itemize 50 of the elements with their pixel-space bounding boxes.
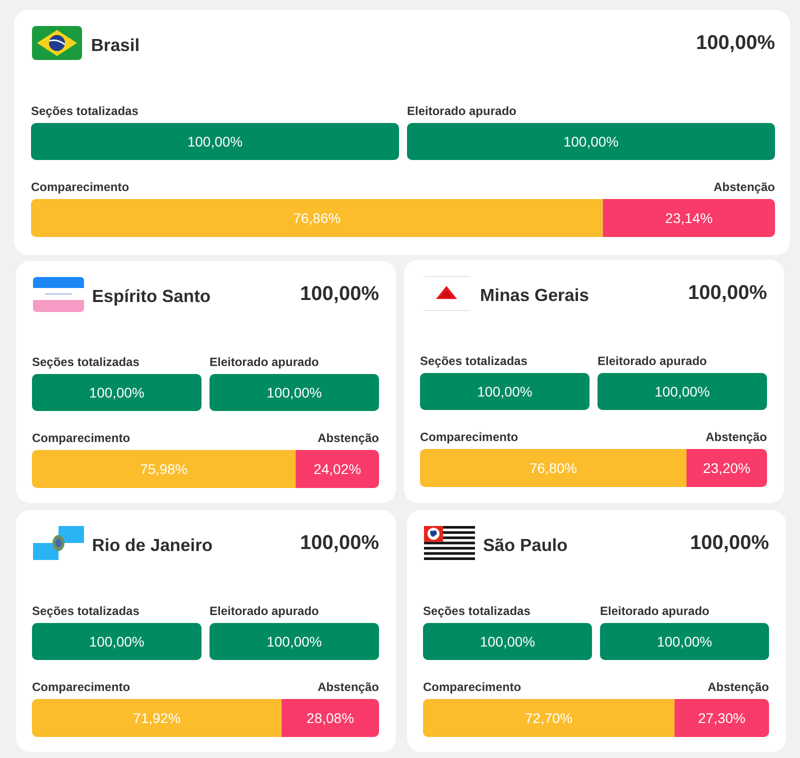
y-tick-label: Eleitorado apurado bbox=[598, 354, 707, 368]
data-label: 76,86% bbox=[293, 210, 341, 226]
y-tick-label: Eleitorado apurado bbox=[407, 104, 516, 118]
y-tick-label: Seções totalizadas bbox=[31, 104, 139, 118]
data-label: 76,80% bbox=[530, 460, 577, 476]
data-label: 75,98% bbox=[140, 461, 188, 477]
y-tick-label: Seções totalizadas bbox=[32, 604, 140, 618]
data-label: 100,00% bbox=[654, 384, 710, 400]
series-label: Abstenção bbox=[318, 680, 379, 694]
data-label: 100,00% bbox=[266, 384, 322, 400]
data-label: 71,92% bbox=[133, 710, 181, 726]
text: 100,00% bbox=[690, 532, 770, 554]
y-tick-label: Eleitorado apurado bbox=[600, 604, 710, 618]
series-label: Abstenção bbox=[708, 680, 769, 694]
text: 100,00% bbox=[300, 283, 380, 305]
data-label: 28,08% bbox=[306, 710, 354, 726]
y-tick-label: Eleitorado apurado bbox=[210, 355, 319, 369]
y-tick-label: Eleitorado apurado bbox=[210, 604, 319, 618]
chart-title: Minas Gerais bbox=[480, 285, 590, 305]
data-label: 27,30% bbox=[698, 710, 746, 726]
data-label: 100,00% bbox=[477, 384, 532, 400]
data-label: 100,00% bbox=[266, 634, 322, 650]
series-label: Abstenção bbox=[706, 430, 767, 444]
series-label: Comparecimento bbox=[420, 430, 518, 444]
y-tick-label: Seções totalizadas bbox=[32, 355, 140, 369]
chart-title: São Paulo bbox=[483, 535, 568, 555]
data-label: 100,00% bbox=[89, 634, 144, 650]
data-label: 24,02% bbox=[314, 461, 362, 477]
series-label: Comparecimento bbox=[32, 431, 130, 445]
data-label: 100,00% bbox=[563, 134, 619, 150]
series-label: Comparecimento bbox=[423, 680, 522, 694]
text: 100,00% bbox=[688, 282, 768, 304]
data-label: 23,14% bbox=[665, 210, 713, 226]
data-label: 100,00% bbox=[480, 634, 536, 650]
data-label: 72,70% bbox=[525, 710, 573, 726]
data-label: 23,20% bbox=[703, 460, 750, 476]
text: 100,00% bbox=[300, 532, 380, 554]
data-label: 100,00% bbox=[187, 134, 243, 150]
text: 100,00% bbox=[696, 32, 776, 54]
data-label: 100,00% bbox=[89, 384, 144, 400]
series-label: Comparecimento bbox=[31, 180, 130, 194]
y-tick-label: Seções totalizadas bbox=[423, 604, 531, 618]
y-tick-label: Seções totalizadas bbox=[420, 354, 528, 368]
chart-title: Espírito Santo bbox=[92, 286, 211, 306]
series-label: Abstenção bbox=[318, 431, 379, 445]
series-label: Abstenção bbox=[714, 180, 775, 194]
series-label: Comparecimento bbox=[32, 680, 130, 694]
chart-title: Rio de Janeiro bbox=[92, 535, 213, 555]
chart-title: Brasil bbox=[91, 35, 140, 55]
data-label: 100,00% bbox=[656, 634, 712, 650]
